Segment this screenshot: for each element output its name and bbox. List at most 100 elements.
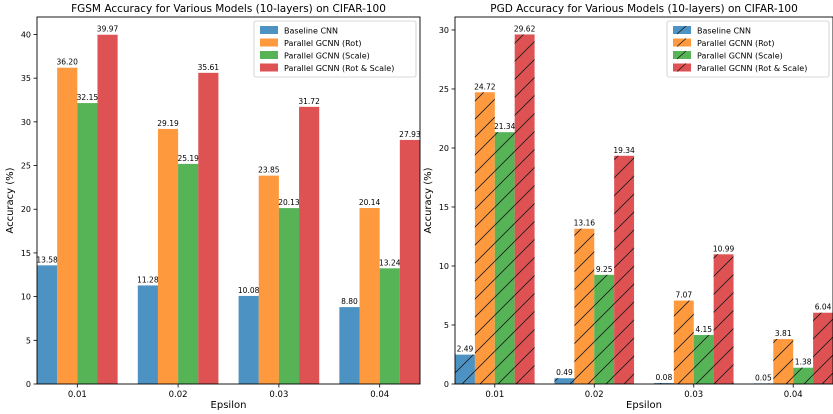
fgsm-bar-s1-c2 xyxy=(258,175,279,384)
pgd-xtick-label: 0.01 xyxy=(485,390,504,400)
fgsm-ytick-label: 30 xyxy=(21,118,31,127)
pgd-ytick-label: 0 xyxy=(444,380,449,389)
pgd-legend-label: Parallel GCNN (Rot & Scale) xyxy=(697,64,807,73)
fgsm-chart-panel: FGSM Accuracy for Various Models (10-lay… xyxy=(5,3,421,411)
fgsm-data-label: 13.58 xyxy=(36,255,58,264)
pgd-data-label: 0.49 xyxy=(556,368,573,377)
fgsm-data-label: 39.97 xyxy=(97,25,119,34)
pgd-bar-hatch-s3-c1 xyxy=(614,155,635,384)
pgd-legend xyxy=(666,20,830,78)
fgsm-bar-s3-c3 xyxy=(399,139,420,384)
fgsm-chart-title: FGSM Accuracy for Various Models (10-lay… xyxy=(71,3,386,15)
pgd-bar-hatch-s2-c1 xyxy=(594,274,615,384)
fgsm-bar-s1-c3 xyxy=(359,208,380,384)
fgsm-bar-s3-c0 xyxy=(97,34,118,384)
fgsm-data-label: 11.28 xyxy=(137,275,159,284)
fgsm-legend-swatch xyxy=(260,63,278,72)
fgsm-legend-swatch xyxy=(260,38,278,47)
fgsm-data-label: 35.61 xyxy=(198,63,220,72)
pgd-ytick-label: 30 xyxy=(439,26,449,35)
pgd-ytick-label: 5 xyxy=(444,321,449,330)
pgd-data-label: 3.81 xyxy=(775,329,792,338)
pgd-bar-hatch-s3-c0 xyxy=(514,34,535,384)
fgsm-bar-s0-c1 xyxy=(137,285,158,384)
pgd-data-label: 6.04 xyxy=(815,303,832,312)
pgd-legend-label: Parallel GCNN (Rot) xyxy=(697,39,774,48)
fgsm-data-label: 10.08 xyxy=(238,286,260,295)
fgsm-bar-s3-c2 xyxy=(299,106,320,384)
pgd-bar-hatch-s0-c2 xyxy=(653,383,674,384)
fgsm-bar-s0-c2 xyxy=(238,295,259,384)
pgd-ytick-label: 20 xyxy=(439,144,449,153)
pgd-data-label: 1.38 xyxy=(795,358,812,367)
pgd-data-label: 2.49 xyxy=(457,345,474,354)
pgd-bar-hatch-s2-c2 xyxy=(693,335,714,384)
fgsm-bar-s2-c1 xyxy=(178,163,199,384)
fgsm-data-label: 29.19 xyxy=(157,119,179,128)
pgd-bar-hatch-s0-c1 xyxy=(554,378,575,384)
fgsm-ytick-label: 40 xyxy=(21,30,31,39)
fgsm-legend-label: Parallel GCNN (Scale) xyxy=(284,52,370,61)
fgsm-data-label: 27.93 xyxy=(399,130,421,139)
pgd-data-label: 9.25 xyxy=(596,265,613,274)
fgsm-bar-s0-c0 xyxy=(37,265,58,384)
fgsm-xtick-label: 0.03 xyxy=(269,390,288,400)
pgd-x-axis-label: Epsilon xyxy=(626,400,662,410)
pgd-data-label: 0.08 xyxy=(656,373,673,382)
fgsm-bar-s2-c2 xyxy=(278,208,300,384)
pgd-data-label: 19.34 xyxy=(613,146,635,155)
fgsm-data-label: 23.85 xyxy=(258,166,280,175)
pgd-legend-hatch xyxy=(676,63,687,72)
pgd-bar-hatch-s2-c0 xyxy=(494,132,515,384)
pgd-legend-hatch xyxy=(676,50,687,60)
pgd-bar-hatch-s1-c2 xyxy=(673,300,694,384)
pgd-xtick-label: 0.04 xyxy=(784,390,803,400)
pgd-legend-label: Parallel GCNN (Scale) xyxy=(697,52,783,61)
fgsm-bar-s1-c0 xyxy=(57,67,78,384)
fgsm-ytick-label: 5 xyxy=(26,336,31,345)
fgsm-bar-s0-c3 xyxy=(339,307,360,384)
fgsm-ytick-label: 25 xyxy=(21,162,31,171)
pgd-bar-hatch-s0-c0 xyxy=(455,354,475,384)
pgd-bar-hatch-s3-c3 xyxy=(813,312,833,384)
pgd-legend-label: Baseline CNN xyxy=(697,27,751,36)
fgsm-legend xyxy=(253,20,417,78)
fgsm-data-label: 20.14 xyxy=(359,198,381,207)
pgd-data-label: 13.16 xyxy=(574,219,596,228)
fgsm-axes-frame xyxy=(36,16,421,385)
fgsm-xtick-label: 0.01 xyxy=(68,390,87,400)
pgd-bar-hatch-s1-c3 xyxy=(773,339,794,384)
fgsm-ytick-label: 35 xyxy=(21,74,31,83)
fgsm-ytick-label: 15 xyxy=(21,249,31,258)
pgd-ytick-label: 15 xyxy=(439,203,449,212)
pgd-data-label: 21.34 xyxy=(494,122,516,131)
fgsm-legend-swatch xyxy=(260,51,278,59)
fgsm-data-label: 8.80 xyxy=(341,297,358,306)
fgsm-ytick-label: 0 xyxy=(26,380,31,389)
fgsm-legend-swatch xyxy=(260,26,278,34)
fgsm-legend-label: Parallel GCNN (Rot) xyxy=(284,39,361,48)
fgsm-x-axis-label: Epsilon xyxy=(211,400,247,410)
fgsm-ytick-label: 20 xyxy=(21,205,31,214)
fgsm-data-label: 20.13 xyxy=(278,198,300,207)
pgd-y-axis-label: Accuracy (%) xyxy=(423,167,434,233)
fgsm-ytick-label: 10 xyxy=(21,293,31,302)
fgsm-bar-s1-c1 xyxy=(157,128,179,384)
fgsm-y-axis-label: Accuracy (%) xyxy=(5,167,16,233)
pgd-bar-hatch-s2-c3 xyxy=(793,367,814,384)
fgsm-data-label: 32.15 xyxy=(77,93,99,102)
fgsm-legend-label: Baseline CNN xyxy=(284,27,338,36)
fgsm-xtick-label: 0.02 xyxy=(169,390,188,400)
pgd-ytick-label: 25 xyxy=(439,85,449,94)
pgd-data-label: 29.62 xyxy=(514,24,536,33)
fgsm-xtick-label: 0.04 xyxy=(370,390,389,400)
fgsm-data-label: 31.72 xyxy=(298,97,320,106)
pgd-legend-hatch xyxy=(676,25,687,35)
fgsm-bar-s2-c0 xyxy=(77,103,98,384)
fgsm-bar-s3-c1 xyxy=(198,72,219,384)
pgd-data-label: 10.99 xyxy=(713,244,735,253)
pgd-data-label: 4.15 xyxy=(695,325,712,334)
pgd-data-label: 7.07 xyxy=(675,291,692,300)
